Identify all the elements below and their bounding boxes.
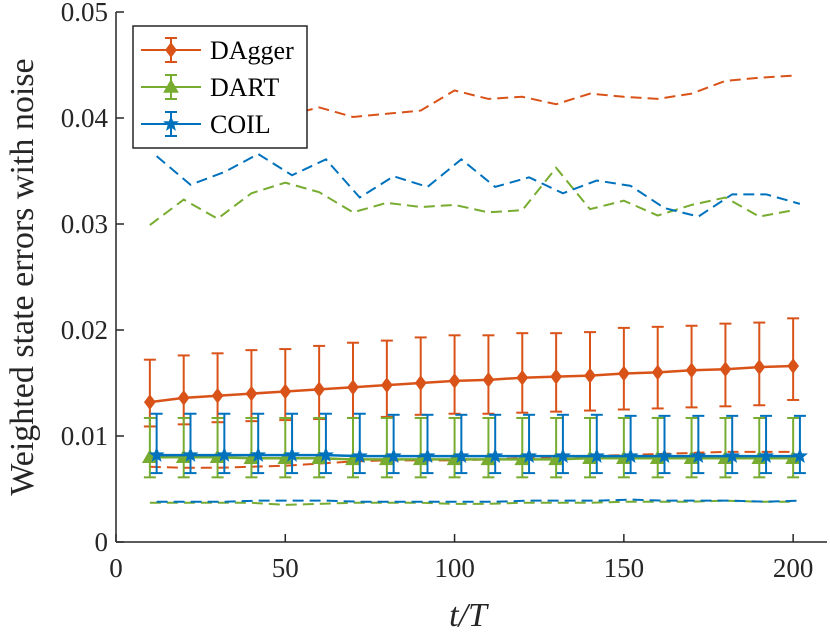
legend-label-dart: DART bbox=[210, 73, 279, 102]
axes-layer: 0 50 100 150 200 0 0.01 0.02 0.03 0.04 0.05 bbox=[61, 0, 827, 583]
coil-point bbox=[317, 446, 334, 462]
dagger-point bbox=[279, 383, 292, 400]
dagger-point bbox=[177, 390, 190, 406]
dagger-point bbox=[550, 368, 563, 385]
legend-item-coil: COIL bbox=[141, 110, 271, 139]
y-axis-label: Weighted state errors with noise bbox=[4, 58, 41, 495]
series-layer bbox=[141, 74, 808, 506]
coil-point bbox=[554, 447, 571, 463]
x-axis-label: t/T bbox=[449, 597, 489, 634]
dagger-point bbox=[719, 361, 732, 378]
dagger-point bbox=[651, 364, 664, 381]
x-tick-label: 100 bbox=[434, 553, 475, 583]
legend-label-coil: COIL bbox=[210, 110, 271, 139]
coil-point bbox=[588, 447, 605, 463]
x-tick-label: 150 bbox=[604, 553, 645, 583]
coil-point bbox=[724, 447, 741, 463]
legend-marker-dart bbox=[163, 78, 179, 93]
legend-marker-dagger bbox=[165, 42, 177, 58]
legend-item-dart: DART bbox=[141, 73, 279, 102]
dagger-point bbox=[516, 369, 529, 386]
coil-point bbox=[656, 447, 673, 463]
coil-point bbox=[284, 446, 301, 462]
dagger-point bbox=[347, 379, 359, 396]
coil-point bbox=[182, 446, 199, 462]
coil-point bbox=[419, 447, 436, 463]
legend-marker-coil bbox=[162, 115, 180, 131]
x-tick-label: 50 bbox=[272, 553, 299, 583]
coil-point bbox=[453, 447, 470, 463]
dagger-mean-line bbox=[149, 364, 794, 404]
x-tick-label: 0 bbox=[109, 553, 123, 583]
dart-upper-line bbox=[149, 166, 794, 226]
y-tick-label: 0.01 bbox=[61, 421, 108, 451]
dagger-point bbox=[414, 375, 427, 391]
coil-point bbox=[690, 447, 707, 463]
coil-point bbox=[791, 447, 808, 463]
dart-lower-line bbox=[149, 499, 794, 506]
y-tick-label: 0.02 bbox=[61, 315, 108, 345]
dagger-series bbox=[143, 317, 800, 428]
dagger-point bbox=[584, 367, 596, 384]
coil-mean-line bbox=[156, 453, 800, 458]
dagger-point bbox=[685, 362, 698, 379]
coil-point bbox=[487, 447, 504, 463]
x-tick-label: 200 bbox=[773, 553, 814, 583]
legend: DAgger DART COIL bbox=[132, 25, 308, 149]
y-tick-label: 0.04 bbox=[61, 103, 109, 133]
dagger-point bbox=[380, 377, 393, 393]
coil-point bbox=[758, 447, 775, 463]
coil-point bbox=[385, 447, 402, 463]
coil-upper-line bbox=[155, 152, 801, 218]
dagger-point bbox=[211, 387, 224, 404]
coil-point bbox=[250, 446, 267, 462]
coil-lower-line bbox=[156, 498, 800, 503]
coil-point bbox=[216, 446, 233, 462]
dagger-point bbox=[313, 381, 326, 398]
legend-item-dagger: DAgger bbox=[141, 36, 294, 65]
coil-point bbox=[622, 447, 639, 463]
dagger-point bbox=[753, 359, 766, 375]
dagger-point bbox=[448, 373, 461, 389]
legend-label-dagger: DAgger bbox=[210, 36, 294, 65]
dagger-point bbox=[617, 365, 630, 382]
coil-point bbox=[351, 447, 368, 463]
dagger-point bbox=[787, 358, 800, 374]
y-tick-label: 0.05 bbox=[61, 0, 108, 27]
dagger-point bbox=[143, 394, 156, 410]
dagger-lower-line bbox=[149, 450, 794, 469]
coil-point bbox=[521, 447, 538, 463]
y-tick-label: 0.03 bbox=[61, 209, 108, 239]
coil-point bbox=[148, 446, 165, 462]
dagger-point bbox=[245, 385, 258, 402]
y-tick-label: 0 bbox=[95, 527, 109, 557]
coil-series bbox=[148, 412, 808, 475]
dagger-point bbox=[482, 371, 495, 388]
